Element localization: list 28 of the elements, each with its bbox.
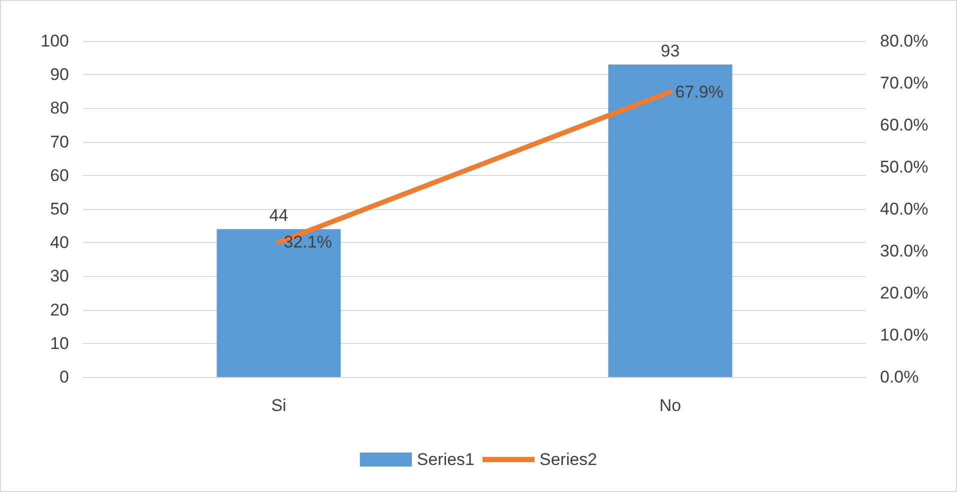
y2-tick-label: 40.0% bbox=[880, 200, 928, 218]
y2-tick-label: 60.0% bbox=[880, 116, 928, 134]
data-label: 67.9% bbox=[675, 82, 724, 102]
y-tick-label: 90 bbox=[50, 65, 69, 84]
y-tick-label: 30 bbox=[50, 266, 69, 286]
data-label: 93 bbox=[660, 42, 680, 61]
y2-tick-label: 80.0% bbox=[880, 32, 928, 50]
y-tick-label: 70 bbox=[50, 132, 69, 152]
y2-tick-label: 0.0% bbox=[880, 368, 919, 386]
y-tick-label: 80 bbox=[50, 98, 69, 118]
x-tick-label: Si bbox=[271, 396, 286, 415]
y2-tick-label: 50.0% bbox=[880, 158, 928, 176]
data-label: 32.1% bbox=[284, 232, 332, 252]
legend-label: Series1 bbox=[416, 450, 474, 469]
x-tick-label: No bbox=[659, 396, 682, 415]
data-label: 44 bbox=[269, 206, 288, 226]
y2-tick-label: 70.0% bbox=[880, 74, 928, 92]
y-tick-label: 60 bbox=[50, 166, 69, 185]
y-tick-label: 20 bbox=[50, 300, 69, 320]
y2-tick-label: 20.0% bbox=[880, 284, 928, 302]
y-tick-label: 0 bbox=[60, 368, 69, 386]
y-tick-label: 50 bbox=[50, 200, 69, 218]
y2-tick-label: 30.0% bbox=[880, 242, 928, 260]
y-tick-label: 100 bbox=[40, 32, 69, 50]
y-tick-label: 40 bbox=[50, 233, 69, 252]
y2-tick-label: 10.0% bbox=[880, 326, 928, 344]
legend-label: Series2 bbox=[540, 450, 598, 469]
y-tick-label: 10 bbox=[50, 334, 69, 353]
